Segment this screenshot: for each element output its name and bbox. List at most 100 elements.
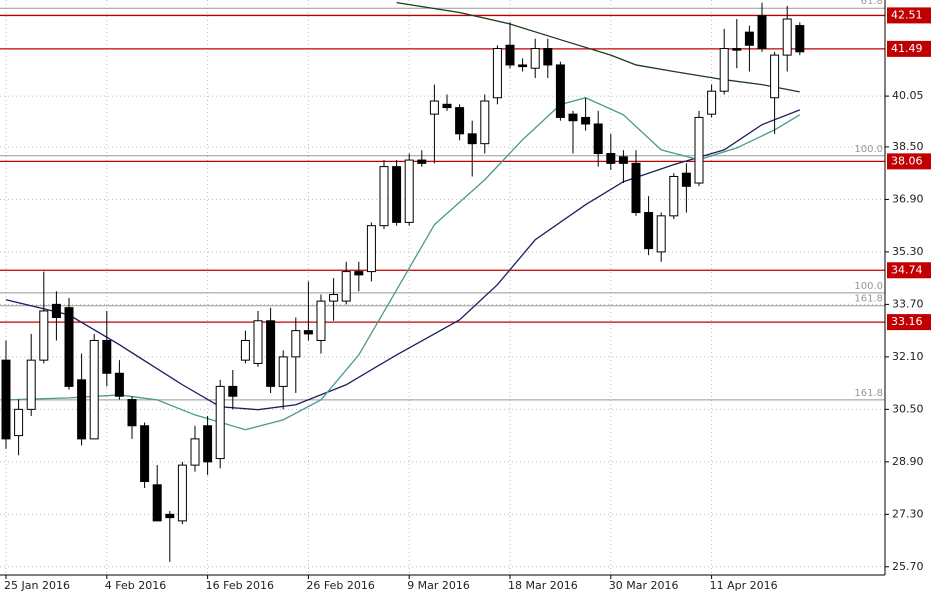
y-tick-label: 32.10 (892, 350, 924, 363)
level-label-box (887, 153, 931, 170)
candle-body (543, 48, 553, 66)
candle-body (429, 100, 439, 115)
level-label: 41.49 (891, 42, 923, 55)
level-label-box (887, 40, 931, 57)
candle-body (51, 303, 61, 319)
x-tick-label: 11 Apr 2016 (710, 579, 778, 592)
fib-label: 100.0 (854, 144, 883, 155)
candle-body (329, 294, 339, 302)
candle-body (354, 271, 364, 276)
candle-body (404, 159, 414, 223)
candle-body (744, 31, 754, 46)
candle-body (177, 464, 187, 522)
fib-label: 161.8 (854, 388, 883, 399)
candle-body (530, 48, 540, 69)
candle-body (366, 225, 376, 273)
candle-body (240, 339, 250, 361)
plot-area (0, 0, 885, 575)
candle-body (278, 356, 288, 387)
candle-body (392, 166, 402, 223)
candle-body (77, 379, 87, 440)
candle-body (644, 212, 654, 250)
candle-body (782, 18, 792, 56)
candle-body (568, 113, 578, 122)
candle-body (694, 116, 704, 184)
y-tick-label: 27.30 (892, 507, 924, 520)
candle-body (492, 48, 502, 99)
candle-body (291, 330, 301, 358)
candle-body (379, 166, 389, 227)
candle-body (152, 484, 162, 522)
moving-average-line (5, 97, 801, 431)
candle-body (215, 385, 225, 460)
candle-body (266, 320, 276, 387)
x-tick-label: 18 Mar 2016 (508, 579, 578, 592)
candle-body (114, 372, 124, 397)
candle-body (480, 100, 490, 145)
candle-body (593, 123, 603, 155)
candle-body (64, 307, 74, 387)
x-tick-label: 16 Feb 2016 (206, 579, 274, 592)
level-label: 38.06 (891, 154, 923, 167)
x-tick-label: 30 Mar 2016 (609, 579, 679, 592)
candle-body (303, 330, 313, 335)
y-tick-label: 40.05 (892, 89, 924, 102)
x-tick-label: 9 Mar 2016 (407, 579, 470, 592)
candle-body (555, 64, 565, 118)
candle-body (455, 107, 465, 135)
y-tick-label: 28.90 (892, 455, 924, 468)
y-tick-label: 35.30 (892, 245, 924, 258)
candle-body (618, 156, 628, 164)
x-tick-label: 4 Feb 2016 (105, 579, 166, 592)
candle-body (505, 44, 515, 66)
level-label-box (887, 7, 931, 24)
candle-body (581, 116, 591, 125)
y-tick-label: 38.50 (892, 140, 924, 153)
candle-body (253, 320, 263, 364)
level-label-box (887, 262, 931, 279)
candle-body (631, 162, 641, 214)
candle-body (656, 215, 666, 253)
x-tick-label: 25 Jan 2016 (4, 579, 70, 592)
candle-body (417, 159, 427, 164)
candle-body (89, 339, 99, 440)
candle-body (669, 175, 679, 217)
candle-body (719, 48, 729, 92)
level-label-box (887, 314, 931, 331)
fib-label: 100.0 (854, 281, 883, 292)
candle-body (228, 385, 238, 397)
fib-label: 61.8 (861, 0, 883, 7)
candle-body (26, 359, 36, 410)
candle-body (341, 271, 351, 302)
candle-body (707, 90, 717, 115)
candle-body (467, 133, 477, 145)
candle-body (606, 153, 616, 164)
y-tick-label: 33.70 (892, 297, 924, 310)
candle-body (681, 172, 691, 187)
y-tick-label: 30.50 (892, 402, 924, 415)
candle-body (165, 513, 175, 519)
candle-body (732, 48, 742, 51)
candle-body (102, 339, 112, 374)
candle-body (1, 359, 11, 440)
candle-body (190, 438, 200, 466)
candle-body (442, 103, 452, 109)
y-tick-label: 25.70 (892, 560, 924, 573)
level-label: 34.74 (891, 263, 923, 276)
moving-average-line (5, 109, 801, 411)
candle-body (518, 64, 528, 68)
y-tick-label: 36.90 (892, 192, 924, 205)
candle-body (39, 310, 49, 361)
candle-body (316, 300, 326, 341)
level-label: 33.16 (891, 315, 923, 328)
candle-body (795, 25, 805, 53)
moving-average-line (396, 1, 800, 93)
candle-body (140, 425, 150, 483)
candle-body (127, 399, 137, 427)
candle-body (203, 425, 213, 463)
fib-label: 161.8 (854, 294, 883, 305)
x-tick-label: 26 Feb 2016 (306, 579, 374, 592)
